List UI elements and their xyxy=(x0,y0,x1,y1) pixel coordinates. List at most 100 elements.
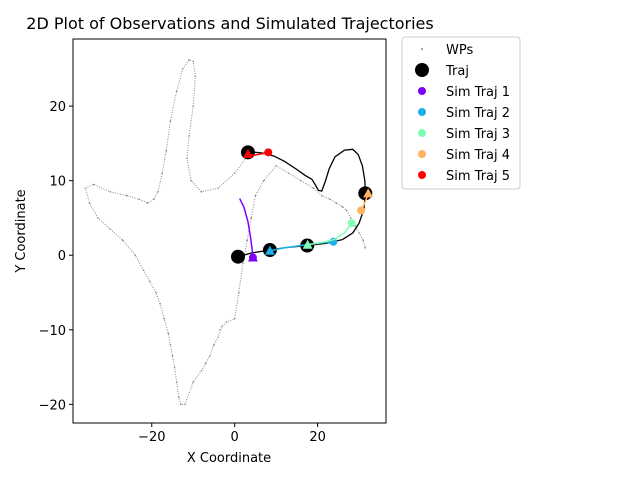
x-axis-label: X Coordinate xyxy=(187,451,271,466)
legend-label-sim-traj-4: Sim Traj 4 xyxy=(446,148,510,163)
waypoint-point xyxy=(213,343,215,346)
waypoint-point xyxy=(219,328,221,331)
legend-label-sim-traj-2: Sim Traj 2 xyxy=(446,106,510,121)
waypoint-point xyxy=(204,362,207,365)
waypoint-point xyxy=(142,269,145,271)
waypoint-point xyxy=(109,228,112,230)
waypoint-point xyxy=(345,209,348,212)
waypoint-point xyxy=(88,202,91,204)
legend-box xyxy=(401,36,521,190)
waypoint-point xyxy=(109,191,112,193)
waypoint-point xyxy=(246,239,248,242)
waypoint-point xyxy=(169,343,172,346)
waypoint-point xyxy=(186,157,188,160)
waypoint-point xyxy=(362,239,364,242)
waypoint-point xyxy=(161,172,163,175)
legend-label-sim-traj-5: Sim Traj 5 xyxy=(446,169,510,184)
sim-traj-1-line xyxy=(238,198,254,258)
waypoint-point xyxy=(190,179,192,182)
waypoint-point xyxy=(182,68,184,70)
waypoint-point xyxy=(165,150,168,152)
waypoint-point xyxy=(200,370,203,372)
waypoint-point xyxy=(97,217,99,219)
waypoint-point xyxy=(192,105,195,107)
waypoint-point xyxy=(254,194,257,197)
plot-area xyxy=(84,59,374,406)
y-tick-label: 20 xyxy=(49,100,66,115)
waypoint-point xyxy=(312,187,315,189)
waypoint-point xyxy=(221,325,224,327)
waypoint-point xyxy=(171,355,174,357)
waypoint-point xyxy=(233,172,236,175)
chart-title: 2D Plot of Observations and Simulated Tr… xyxy=(26,14,433,33)
waypoint-point xyxy=(217,187,219,189)
legend-marker-sim-traj-5 xyxy=(418,171,426,179)
waypoint-point xyxy=(121,239,124,242)
waypoint-point xyxy=(194,75,197,78)
waypoint-point xyxy=(335,202,338,204)
waypoint-point xyxy=(146,202,149,204)
y-tick-label: −20 xyxy=(39,398,66,413)
waypoint-point xyxy=(134,254,136,257)
waypoint-point xyxy=(188,135,190,137)
waypoint-point xyxy=(200,191,203,193)
waypoint-point xyxy=(126,194,128,197)
waypoint-point xyxy=(138,198,141,201)
waypoint-point xyxy=(148,280,151,283)
waypoint-point xyxy=(92,183,95,186)
waypoint-point xyxy=(175,381,178,383)
x-tick-label: −20 xyxy=(138,430,165,445)
waypoint-point xyxy=(192,381,195,383)
x-tick-label: 20 xyxy=(309,430,326,445)
waypoint-point xyxy=(364,246,367,249)
x-tick-label: 0 xyxy=(231,430,239,445)
waypoint-point xyxy=(163,317,166,320)
waypoint-point xyxy=(167,332,170,335)
legend-marker-sim-traj-3 xyxy=(418,129,426,137)
waypoint-point xyxy=(262,179,265,182)
waypoint-point xyxy=(209,355,211,357)
waypoint-point xyxy=(184,403,186,406)
axis-ticks: −20 0 20 −20 −10 0 10 20 xyxy=(39,100,326,445)
sim-traj-1-start-marker xyxy=(247,252,258,262)
waypoint-point xyxy=(275,164,277,167)
legend-label-wps: WPs xyxy=(446,43,473,58)
waypoint-point xyxy=(153,198,155,201)
waypoint-point xyxy=(179,403,182,406)
y-tick-label: 0 xyxy=(58,249,66,264)
waypoint-point xyxy=(169,120,172,122)
sim-traj-5-start-marker xyxy=(242,148,253,158)
waypoint-point xyxy=(300,179,302,182)
sim-traj-2-start-marker xyxy=(264,245,275,255)
waypoint-point xyxy=(173,366,176,368)
y-tick-label: 10 xyxy=(49,175,66,190)
waypoint-point xyxy=(188,59,190,61)
legend: WPs Traj Sim Traj 1 Sim Traj 2 Sim Traj 3 Sim… xyxy=(401,36,521,190)
waypoint-point xyxy=(177,396,180,398)
legend-marker-sim-traj-2 xyxy=(418,108,426,116)
waypoint-point xyxy=(159,302,161,305)
traj-point xyxy=(230,249,245,264)
sim-traj-3-start-marker xyxy=(302,239,313,249)
waypoint-point xyxy=(217,336,219,339)
legend-marker-traj xyxy=(415,63,429,77)
waypoint-point xyxy=(233,317,236,320)
waypoint-point xyxy=(157,191,159,193)
waypoint-point xyxy=(175,90,178,92)
waypoint-point xyxy=(287,172,290,175)
waypoint-point xyxy=(250,217,253,219)
y-tick-label: −10 xyxy=(39,324,66,339)
waypoints-path xyxy=(84,59,366,405)
axes-frame xyxy=(72,38,387,424)
sim-traj-3-line xyxy=(307,222,353,246)
legend-marker-sim-traj-4 xyxy=(418,150,426,158)
waypoint-point xyxy=(238,291,240,294)
sim-traj-3-point xyxy=(347,219,356,228)
waypoint-point xyxy=(84,187,87,189)
sim-traj-4-start-marker xyxy=(363,188,374,198)
legend-marker-wps xyxy=(421,48,423,50)
legend-label-sim-traj-1: Sim Traj 1 xyxy=(446,85,510,100)
waypoint-point xyxy=(192,60,195,63)
legend-label-traj: Traj xyxy=(445,64,469,79)
